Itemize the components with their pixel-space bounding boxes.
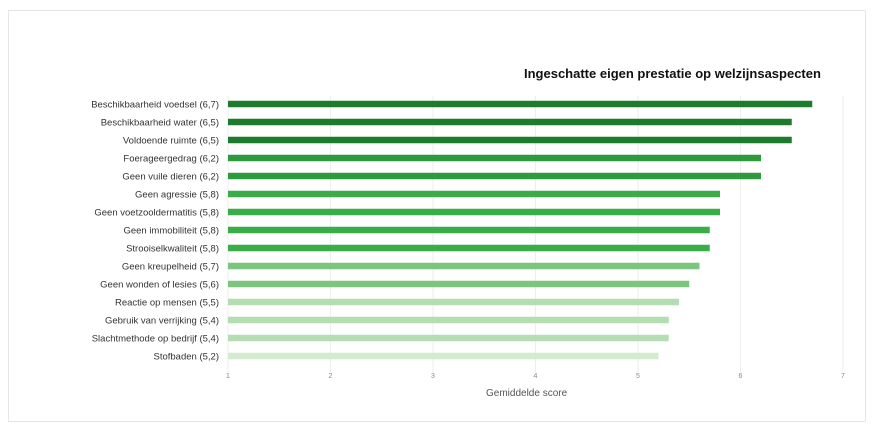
category-label: Geen agressie (5,8) [135,190,219,201]
category-label: Geen voetzooldermatitis (5,8) [94,208,219,219]
chart-title: Ingeschatte eigen prestatie op welzijnsa… [524,66,821,81]
bar [228,334,669,342]
category-label: Foerageergedrag (6,2) [123,154,219,165]
bar [228,154,761,162]
category-label: Gebruik van verrijking (5,4) [105,316,219,327]
category-label: Voldoende ruimte (6,5) [123,136,219,147]
x-tick-label: 3 [431,373,435,380]
bar [228,316,669,324]
category-label: Stofbaden (5,2) [154,352,220,363]
category-label: Beschikbaarheid water (6,5) [101,118,219,129]
bar [228,352,659,360]
x-tick-label: 2 [329,373,333,380]
bar [228,226,710,234]
bar [228,298,679,306]
bar [228,280,690,288]
category-label: Geen vuile dieren (6,2) [122,172,219,183]
bar [228,172,761,180]
category-label: Reactie op mensen (5,5) [115,298,219,309]
bar [228,262,700,270]
bar [228,244,710,252]
category-label: Geen kreupelheid (5,7) [122,262,219,273]
x-tick-label: 1 [226,373,230,380]
category-label: Beschikbaarheid voedsel (6,7) [91,100,219,111]
bar [228,100,813,108]
x-tick-label: 6 [739,373,743,380]
bar [228,118,792,126]
x-axis-label: Gemiddelde score [486,388,568,399]
bar [228,136,792,144]
x-tick-label: 4 [534,373,538,380]
bar [228,190,720,198]
x-tick-label: 5 [636,373,640,380]
bar [228,208,720,216]
category-label: Slachtmethode op bedrijf (5,4) [92,334,219,345]
category-label: Geen immobiliteit (5,8) [123,226,219,237]
x-tick-label: 7 [841,373,845,380]
category-label: Strooiselkwaliteit (5,8) [126,244,219,255]
category-label: Geen wonden of lesies (5,6) [100,280,219,291]
